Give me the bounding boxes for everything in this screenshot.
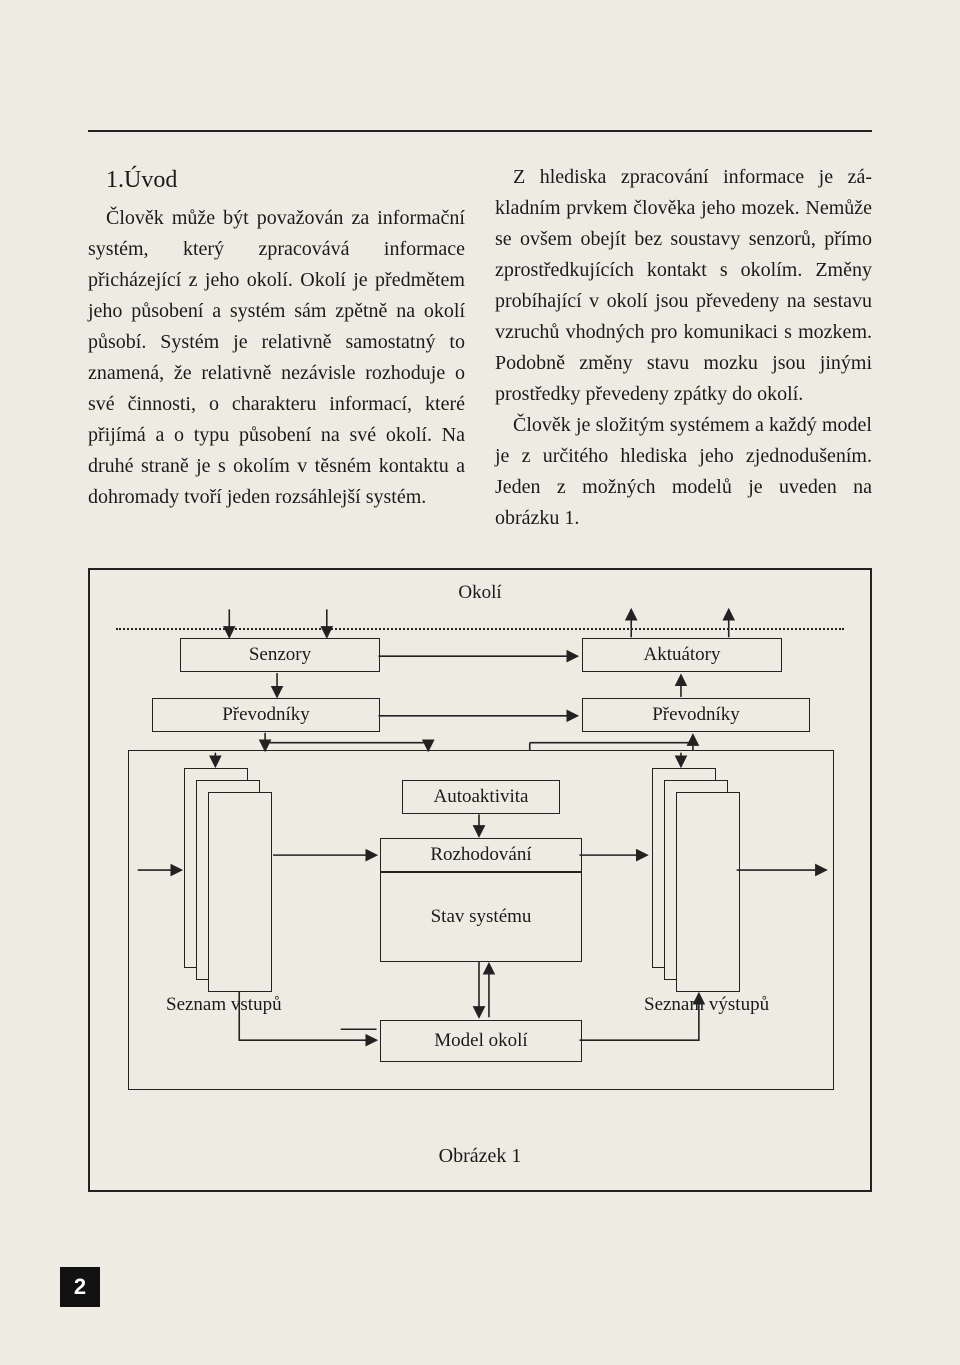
section-heading: 1.Úvod — [106, 162, 465, 199]
node-model-okoli: Model okolí — [380, 1020, 582, 1062]
label-vystupy: Seznam výstupů — [644, 994, 769, 1016]
node-stav-systemu: Stav systému — [380, 872, 582, 962]
page-number: 2 — [60, 1267, 100, 1307]
paragraph-right-2: Člověk je složitým systémem a každý mode… — [495, 410, 872, 534]
paragraph-left: Člověk může být považován za infor­mační… — [88, 203, 465, 513]
diagram-top-label: Okolí — [90, 582, 870, 604]
node-rozhodovani: Rozhodování — [380, 838, 582, 872]
page: 1.Úvod Člověk může být považován za info… — [0, 0, 960, 1365]
figure-box: Okolí Senzory Aktuátory Převodníky Převo… — [88, 568, 872, 1192]
column-left: 1.Úvod Člověk může být považován za info… — [88, 162, 465, 534]
paragraph-right-1: Z hlediska zpracování informace je zá­kl… — [495, 162, 872, 410]
node-aktuatory: Aktuátory — [582, 638, 782, 672]
node-senzory: Senzory — [180, 638, 380, 672]
node-prevodniky-left: Převodníky — [152, 698, 380, 732]
figure-caption: Obrázek 1 — [90, 1145, 870, 1168]
dotted-separator — [116, 628, 844, 630]
column-right: Z hlediska zpracování informace je zá­kl… — [495, 162, 872, 534]
top-rule — [88, 130, 872, 132]
node-prevodniky-right: Převodníky — [582, 698, 810, 732]
label-vstupy: Seznam vstupů — [166, 994, 282, 1016]
node-autoaktivita: Autoaktivita — [402, 780, 560, 814]
text-columns: 1.Úvod Člověk může být považován za info… — [88, 162, 872, 534]
